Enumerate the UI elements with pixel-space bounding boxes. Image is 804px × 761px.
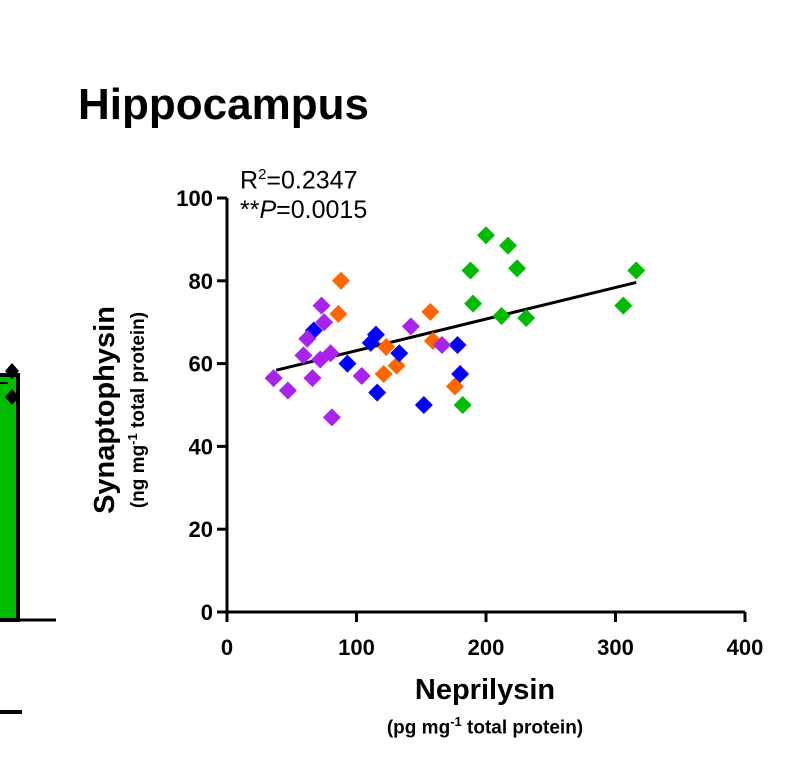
- data-point: [453, 396, 472, 414]
- data-point: [294, 346, 313, 365]
- x-axis-title: Neprilysin: [414, 674, 556, 706]
- r2-label: R: [240, 166, 259, 195]
- left-panel-fragment: [0, 363, 56, 714]
- data-point: [315, 313, 334, 332]
- data-point: [312, 296, 331, 315]
- y-tick-label: 20: [189, 517, 213, 542]
- x-unit-pre: (pg mg: [386, 717, 451, 739]
- data-point: [278, 381, 297, 400]
- r2-value: =0.2347: [266, 166, 358, 195]
- data-point: [264, 369, 283, 388]
- data-point: [361, 333, 380, 352]
- data-point: [508, 259, 527, 278]
- data-point: [421, 302, 440, 321]
- data-point: [492, 306, 511, 325]
- chart-title: Hippocampus: [78, 80, 369, 129]
- data-point: [448, 335, 467, 354]
- data-point: [451, 364, 470, 383]
- left-panel-bar: [0, 373, 20, 622]
- r2-superscript: 2: [258, 166, 267, 183]
- x-unit-post: total protein): [461, 717, 584, 739]
- data-point: [390, 344, 409, 363]
- data-point: [298, 329, 317, 348]
- data-points: [264, 226, 646, 427]
- data-point: [432, 335, 451, 354]
- data-point: [303, 369, 322, 388]
- y-tick-label: 80: [189, 269, 213, 294]
- x-tick-label: 400: [727, 635, 764, 660]
- data-point: [331, 271, 350, 290]
- data-point: [461, 261, 480, 280]
- x-tick-label: 100: [338, 635, 375, 660]
- stats-annotation: R2=0.2347 **P=0.0015: [240, 160, 367, 225]
- data-point: [401, 317, 420, 336]
- data-point: [387, 356, 406, 375]
- data-point: [499, 236, 518, 255]
- axes: 0 20 40 60 80 100 0 100 200 300 400: [176, 186, 763, 660]
- data-point: [464, 294, 483, 313]
- data-point: [614, 296, 633, 315]
- x-axis-unit: (pg mg-1 total protein): [387, 714, 583, 739]
- data-point: [352, 367, 371, 386]
- x-tick-label: 300: [597, 635, 634, 660]
- p-label: P: [259, 196, 277, 225]
- p-value-annotation: **P=0.0015: [240, 195, 367, 225]
- y-tick-label: 60: [189, 352, 213, 377]
- data-point: [627, 261, 646, 280]
- x-tick-label: 0: [221, 635, 233, 660]
- r-squared-annotation: R2=0.2347: [240, 160, 367, 195]
- x-tick-label: 200: [468, 635, 505, 660]
- p-stars: **: [240, 196, 260, 225]
- data-point: [322, 408, 341, 427]
- y-tick-label: 0: [201, 600, 213, 625]
- y-tick-label: 40: [189, 434, 213, 459]
- data-point: [368, 383, 387, 402]
- data-point: [477, 226, 495, 245]
- left-panel-marker: [5, 389, 19, 405]
- data-point: [377, 338, 396, 357]
- data-point: [414, 396, 433, 414]
- x-unit-sup: -1: [450, 714, 462, 729]
- data-point: [374, 364, 393, 383]
- y-tick-label: 100: [176, 186, 213, 211]
- data-point: [517, 309, 536, 328]
- p-value: =0.0015: [276, 196, 368, 225]
- data-point: [329, 304, 348, 323]
- data-point: [338, 354, 357, 373]
- data-point: [311, 350, 330, 369]
- left-panel-marker: [5, 363, 19, 379]
